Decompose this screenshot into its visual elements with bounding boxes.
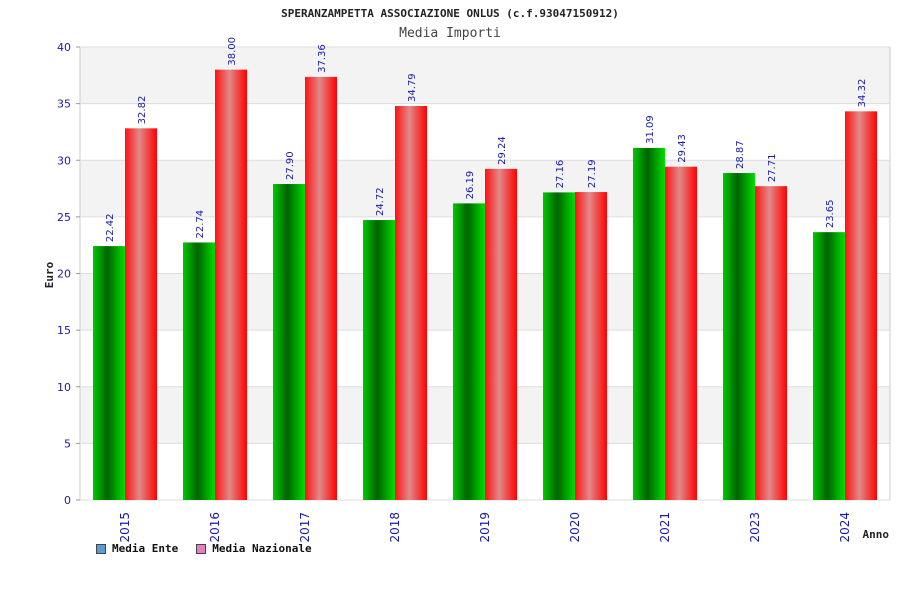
y-tick-label: 40 [57, 41, 71, 54]
legend: Media Ente Media Nazionale [96, 542, 312, 555]
x-axis-ticks: 2015 2016 2017 2018 2019 2020 2021 2023 2024 [118, 512, 852, 543]
bar-nazionale-2016 [215, 69, 247, 501]
y-tick-label: 35 [57, 98, 71, 111]
y-tick-label: 15 [57, 324, 71, 337]
value-label-nazionale-2023: 27.71 [767, 154, 778, 183]
bar-ente-2024 [813, 232, 845, 500]
bar-nazionale-2019 [485, 168, 517, 500]
y-tick-label: 20 [57, 268, 71, 281]
x-tick-label-2016: 2016 [208, 512, 222, 543]
bar-ente-2016 [183, 242, 215, 501]
bar-ente-2019 [453, 203, 485, 500]
grid-band [80, 47, 890, 104]
x-tick-label-2024: 2024 [838, 512, 852, 543]
value-label-nazionale-2017: 37.36 [317, 44, 328, 73]
value-label-nazionale-2018: 34.79 [407, 73, 418, 102]
y-tick-label: 5 [64, 437, 71, 450]
legend-label-ente: Media Ente [112, 542, 179, 555]
value-label-ente-2015: 22.42 [105, 213, 116, 242]
bar-nazionale-2020 [575, 192, 607, 501]
value-label-ente-2024: 23.65 [825, 200, 836, 229]
x-tick-label-2017: 2017 [298, 512, 312, 543]
bar-ente-2018 [363, 220, 395, 500]
x-tick-label-2020: 2020 [568, 512, 582, 543]
legend-swatch-ente [96, 543, 106, 554]
x-tick-label-2021: 2021 [658, 512, 672, 543]
value-label-ente-2016: 22.74 [195, 210, 206, 239]
y-tick-label: 0 [64, 494, 71, 507]
value-label-ente-2023: 28.87 [735, 140, 746, 169]
value-label-nazionale-2021: 29.43 [677, 134, 688, 163]
value-label-nazionale-2020: 27.19 [587, 159, 598, 188]
grid-band [80, 103, 890, 161]
y-tick-label: 30 [57, 154, 71, 167]
y-tick-label: 10 [57, 381, 71, 394]
chart-title: SPERANZAMPETTA ASSOCIAZIONE ONLUS (c.f.9… [281, 7, 619, 20]
y-axis-ticks: 0 5 10 15 20 25 30 35 40 [57, 41, 80, 507]
legend-item-nazionale[interactable]: Media Nazionale [196, 542, 312, 555]
x-tick-label-2019: 2019 [478, 512, 492, 543]
x-tick-label-2018: 2018 [388, 512, 402, 543]
value-label-ente-2017: 27.90 [285, 151, 296, 180]
y-tick-label: 25 [57, 211, 71, 224]
chart-subtitle: Media Importi [399, 26, 501, 41]
bar-nazionale-2021 [665, 166, 697, 500]
legend-swatch-nazionale [196, 543, 207, 554]
value-label-ente-2019: 26.19 [465, 171, 476, 200]
x-axis-label: Anno [863, 528, 890, 541]
bar-ente-2020 [543, 192, 575, 500]
bar-nazionale-2015 [125, 128, 157, 500]
bar-nazionale-2017 [305, 76, 337, 500]
value-label-nazionale-2016: 38.00 [227, 37, 238, 66]
bar-nazionale-2024 [845, 111, 877, 501]
value-label-nazionale-2015: 32.82 [137, 96, 148, 125]
value-labels: 22.42 32.82 22.74 38.00 27.90 37.36 24.72 34.79… [105, 37, 868, 242]
bars [93, 69, 877, 501]
bar-ente-2015 [93, 246, 125, 500]
value-label-ente-2021: 31.09 [645, 115, 656, 144]
x-tick-label-2023: 2023 [748, 512, 762, 543]
legend-item-ente[interactable]: Media Ente [96, 542, 178, 555]
value-label-ente-2018: 24.72 [375, 187, 386, 216]
x-tick-label-2015: 2015 [118, 512, 132, 543]
bar-ente-2017 [273, 184, 305, 500]
value-label-nazionale-2019: 29.24 [497, 136, 508, 165]
value-label-nazionale-2024: 34.32 [857, 79, 868, 108]
legend-label-nazionale: Media Nazionale [212, 542, 312, 555]
bar-ente-2021 [633, 147, 665, 500]
bar-ente-2023 [723, 173, 755, 501]
bar-nazionale-2023 [755, 186, 787, 500]
bar-nazionale-2018 [395, 106, 427, 501]
value-label-ente-2020: 27.16 [555, 160, 566, 189]
y-axis-label: Euro [43, 261, 56, 288]
